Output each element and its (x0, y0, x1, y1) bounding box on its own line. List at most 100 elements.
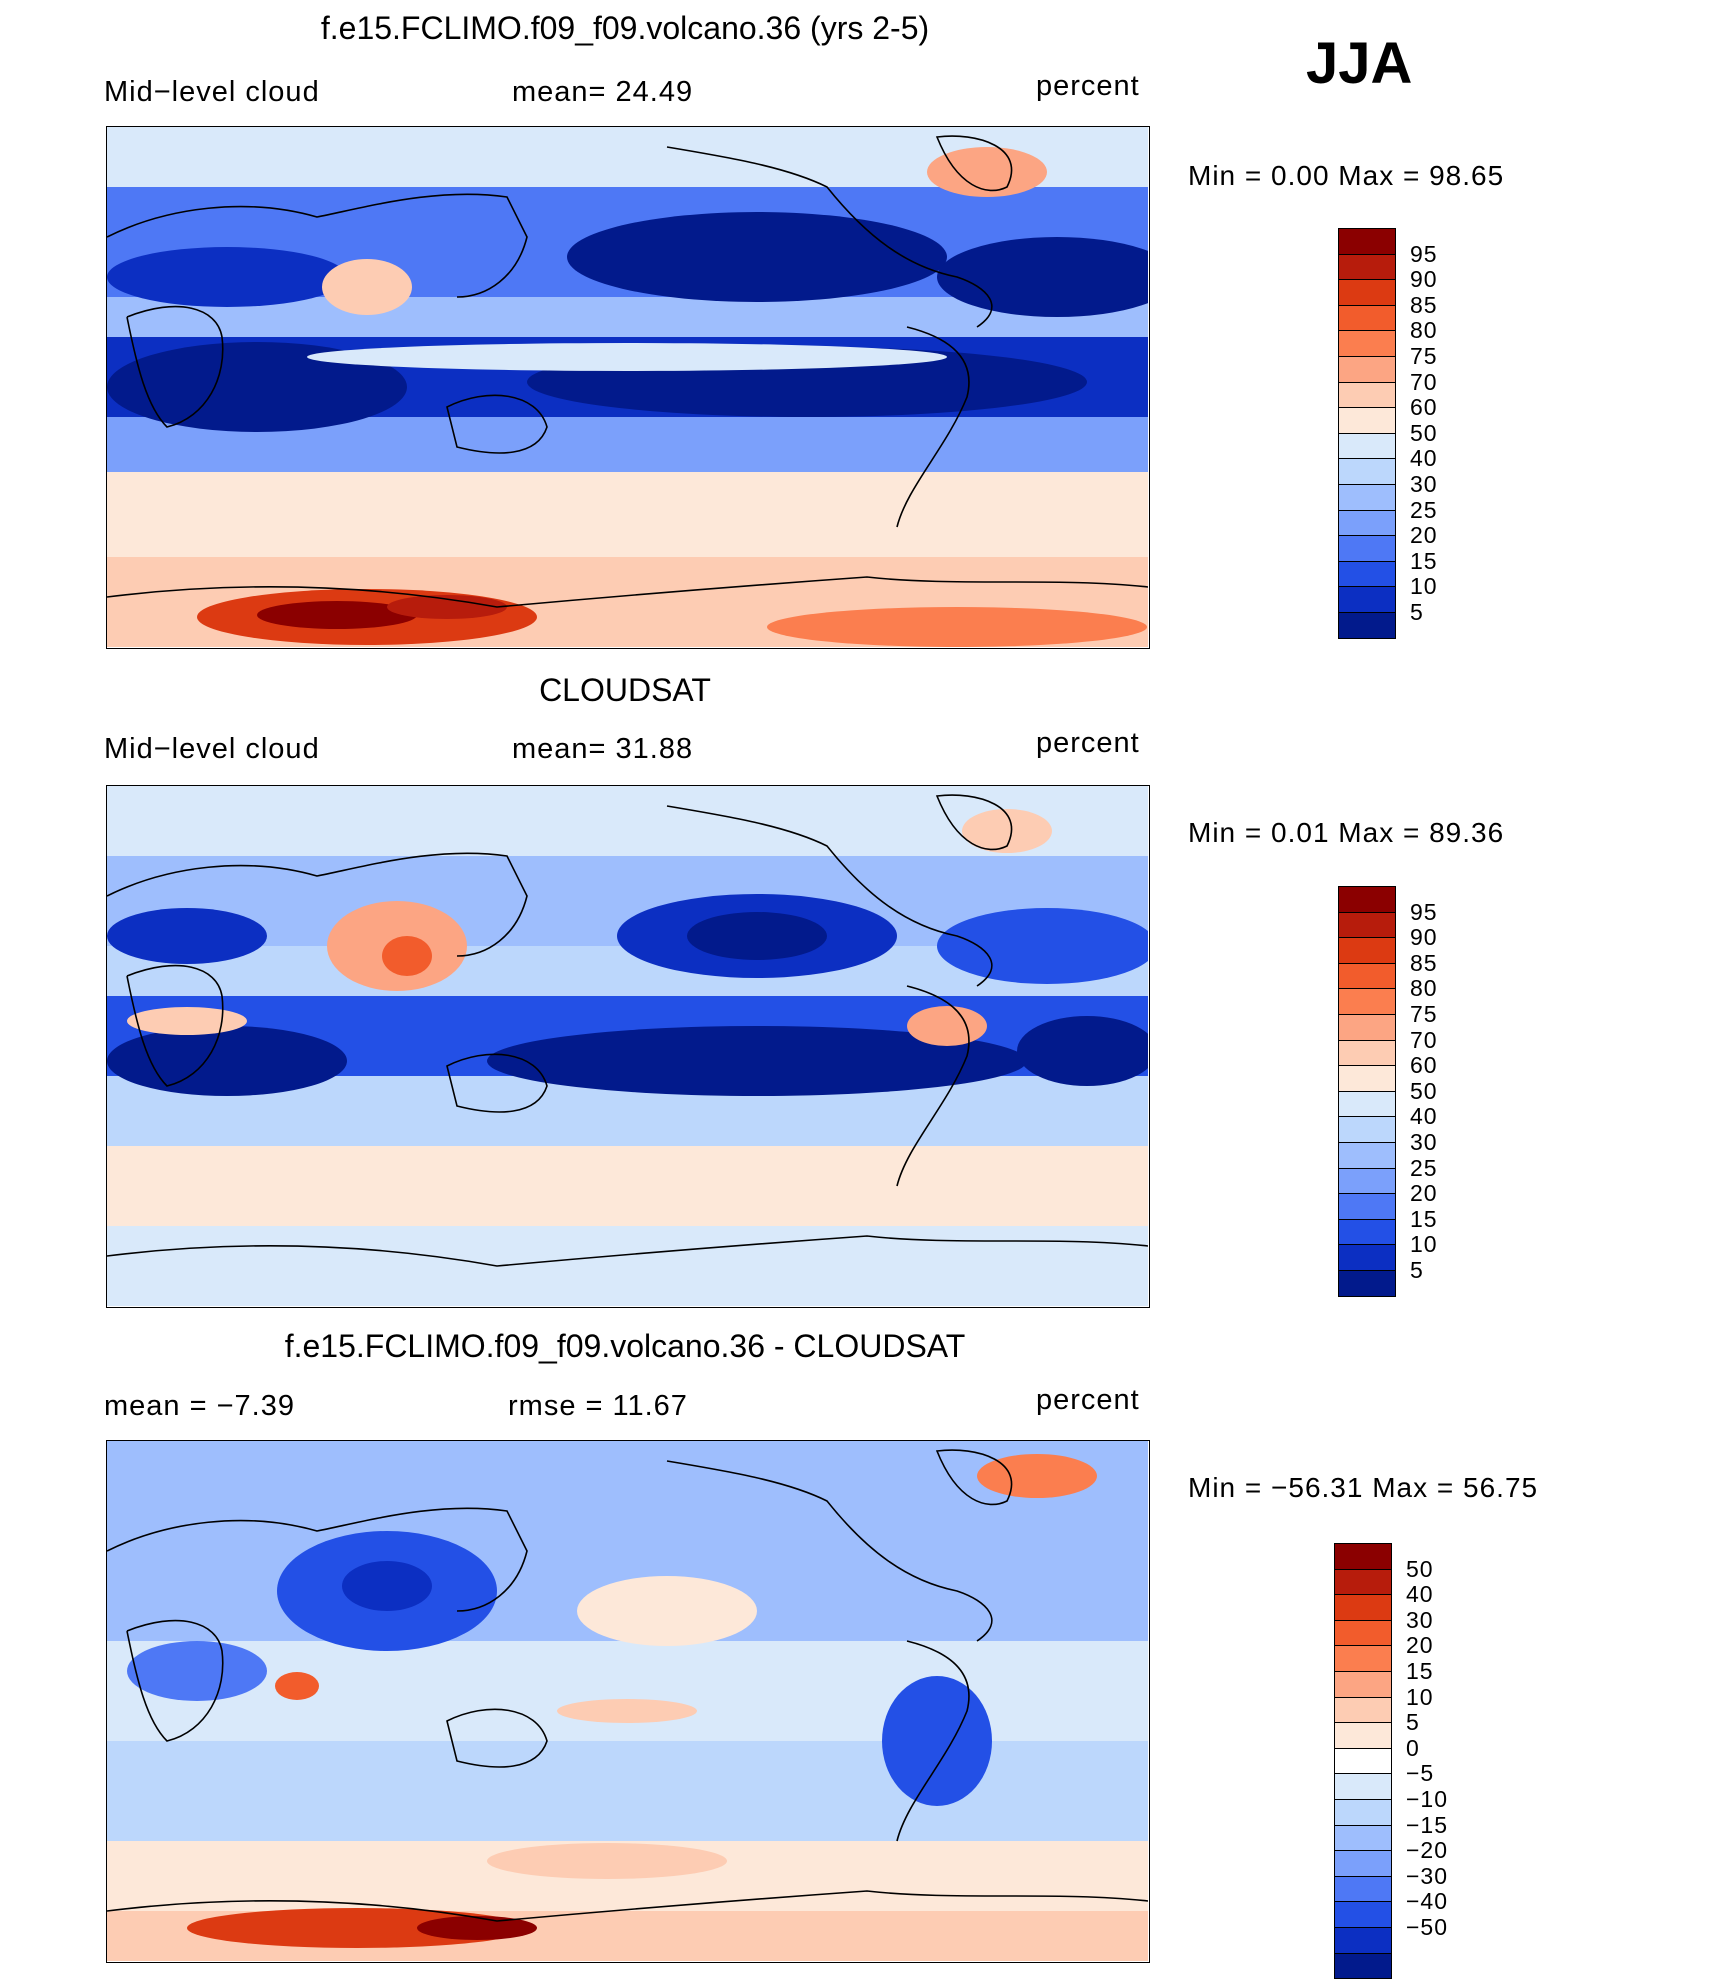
colorbar-swatch (1338, 586, 1396, 613)
colorbar-swatch (1338, 1090, 1396, 1118)
colorbar-tick-label: 20 (1410, 522, 1438, 549)
colorbar-swatch (1334, 1799, 1392, 1826)
colorbar-tick-label: −50 (1406, 1914, 1449, 1940)
colorbar-tick-label: 60 (1410, 1052, 1438, 1079)
panel-obs-map-canvas (107, 786, 1148, 1306)
colorbar-tick-label: 70 (1410, 368, 1438, 395)
panel-obs-minmax: Min = 0.01 Max = 89.36 (1188, 817, 1505, 848)
colorbar-swatch (1338, 356, 1396, 383)
colorbar-swatch (1334, 1952, 1392, 1979)
colorbar-swatch (1334, 1824, 1392, 1852)
panel-obs-units-label: percent (1036, 727, 1140, 759)
colorbar-tick-label: 25 (1410, 496, 1438, 523)
panel-model-title: f.e15.FCLIMO.f09_f09.volcano.36 (yrs 2-5… (320, 10, 930, 46)
colorbar-tick-label: 5 (1410, 1257, 1424, 1283)
colorbar-swatch (1338, 432, 1396, 460)
colorbar-tick-label: 30 (1406, 1606, 1434, 1633)
colorbar-swatch (1334, 1722, 1392, 1749)
colorbar-swatch (1338, 1167, 1396, 1195)
colorbar-tick-label: −15 (1406, 1811, 1449, 1838)
colorbar-tick-label: 50 (1406, 1555, 1434, 1582)
colorbar-swatch (1338, 304, 1396, 332)
colorbar-tick-label: −40 (1406, 1888, 1449, 1915)
colorbar-swatch (1338, 1116, 1396, 1143)
colorbar-tick-label: 50 (1410, 419, 1438, 446)
panel-model-variable-label: Mid−level cloud (104, 76, 320, 108)
colorbar-tick-label: −20 (1406, 1837, 1449, 1864)
colorbar-swatch (1334, 1747, 1392, 1775)
colorbar-tick-label: 5 (1406, 1709, 1420, 1736)
colorbar-swatch (1334, 1671, 1392, 1698)
colorbar-swatch (1334, 1875, 1392, 1903)
colorbar-tick-label: 95 (1410, 898, 1438, 925)
colorbar-tick-label: 80 (1410, 317, 1438, 344)
colorbar-swatch (1334, 1594, 1392, 1621)
colorbar-tick-label: 40 (1410, 445, 1438, 472)
panel-diff-rmse-label: rmse = 11.67 (508, 1390, 688, 1422)
colorbar-tick-label: −30 (1406, 1862, 1449, 1889)
colorbar-swatch (1338, 279, 1396, 306)
colorbar-tick-label: 90 (1410, 266, 1438, 293)
colorbar-swatch (1338, 1039, 1396, 1067)
colorbar-swatch (1334, 1850, 1392, 1877)
colorbar-swatch (1334, 1773, 1392, 1800)
panel-model-map (106, 126, 1150, 649)
colorbar-tick-label: 5 (1410, 599, 1424, 625)
panel-obs-mean-label: mean= 31.88 (512, 733, 694, 765)
colorbar-tick-label: 90 (1410, 924, 1438, 951)
colorbar-swatch (1338, 484, 1396, 511)
panel-model-minmax: Min = 0.00 Max = 98.65 (1188, 160, 1505, 191)
colorbar-tick-label: 60 (1410, 394, 1438, 421)
colorbar-tick-label: 15 (1406, 1658, 1434, 1684)
colorbar-swatch (1338, 330, 1396, 357)
colorbar-swatch (1338, 1270, 1396, 1297)
colorbar-swatch (1338, 1193, 1396, 1220)
panel-model-mean-label: mean= 24.49 (512, 76, 694, 108)
colorbar-swatch (1338, 911, 1396, 939)
colorbar-swatch (1338, 458, 1396, 485)
colorbar-tick-label: 20 (1406, 1632, 1434, 1659)
colorbar-swatch (1338, 962, 1396, 990)
colorbar-tick-label: 0 (1406, 1734, 1420, 1761)
colorbar-swatch (1338, 1014, 1396, 1041)
season-label: JJA (1306, 31, 1413, 96)
panel-model-units-label: percent (1036, 70, 1140, 102)
colorbar-swatch (1338, 535, 1396, 562)
colorbar-tick-label: 70 (1410, 1026, 1438, 1053)
colorbar-tick-label: 50 (1410, 1077, 1438, 1104)
colorbar-tick-label: 15 (1410, 1205, 1438, 1232)
panel-diff-map-canvas (107, 1441, 1148, 1961)
colorbar-tick-label: 10 (1406, 1683, 1434, 1710)
colorbar-tick-label: 10 (1410, 573, 1438, 600)
colorbar-tick-label: 85 (1410, 291, 1438, 318)
colorbar-tick-label: 10 (1410, 1231, 1438, 1258)
colorbar-swatch (1334, 1619, 1392, 1647)
panel-diff-map (106, 1440, 1150, 1963)
colorbar-swatch (1338, 612, 1396, 639)
colorbar-tick-label: 40 (1406, 1581, 1434, 1608)
colorbar-tick-label: 30 (1410, 1129, 1438, 1155)
colorbar-swatch (1334, 1901, 1392, 1928)
colorbar-swatch (1338, 228, 1396, 255)
colorbar-tick-label: 30 (1410, 471, 1438, 497)
colorbar-swatch (1338, 1244, 1396, 1271)
colorbar-tick-label: 20 (1410, 1180, 1438, 1207)
colorbar-swatch (1338, 253, 1396, 281)
colorbar-swatch (1338, 509, 1396, 537)
colorbar-swatch (1334, 1543, 1392, 1570)
panel-diff-mean-label: mean = −7.39 (104, 1390, 295, 1422)
colorbar-tick-label: 85 (1410, 949, 1438, 976)
panel-obs-title: CLOUDSAT (539, 672, 711, 708)
colorbar-swatch (1338, 1142, 1396, 1169)
panel-diff-units-label: percent (1036, 1384, 1140, 1416)
colorbar-tick-label: 95 (1410, 240, 1438, 267)
colorbar-swatch (1338, 407, 1396, 434)
colorbar-swatch (1338, 381, 1396, 409)
panel-model-map-canvas (107, 127, 1148, 647)
colorbar-tick-label: −10 (1406, 1786, 1449, 1812)
colorbar-swatch (1334, 1568, 1392, 1596)
panel-obs-map (106, 785, 1150, 1308)
colorbar-swatch (1338, 886, 1396, 913)
colorbar-swatch (1338, 1065, 1396, 1092)
colorbar-swatch (1334, 1645, 1392, 1672)
